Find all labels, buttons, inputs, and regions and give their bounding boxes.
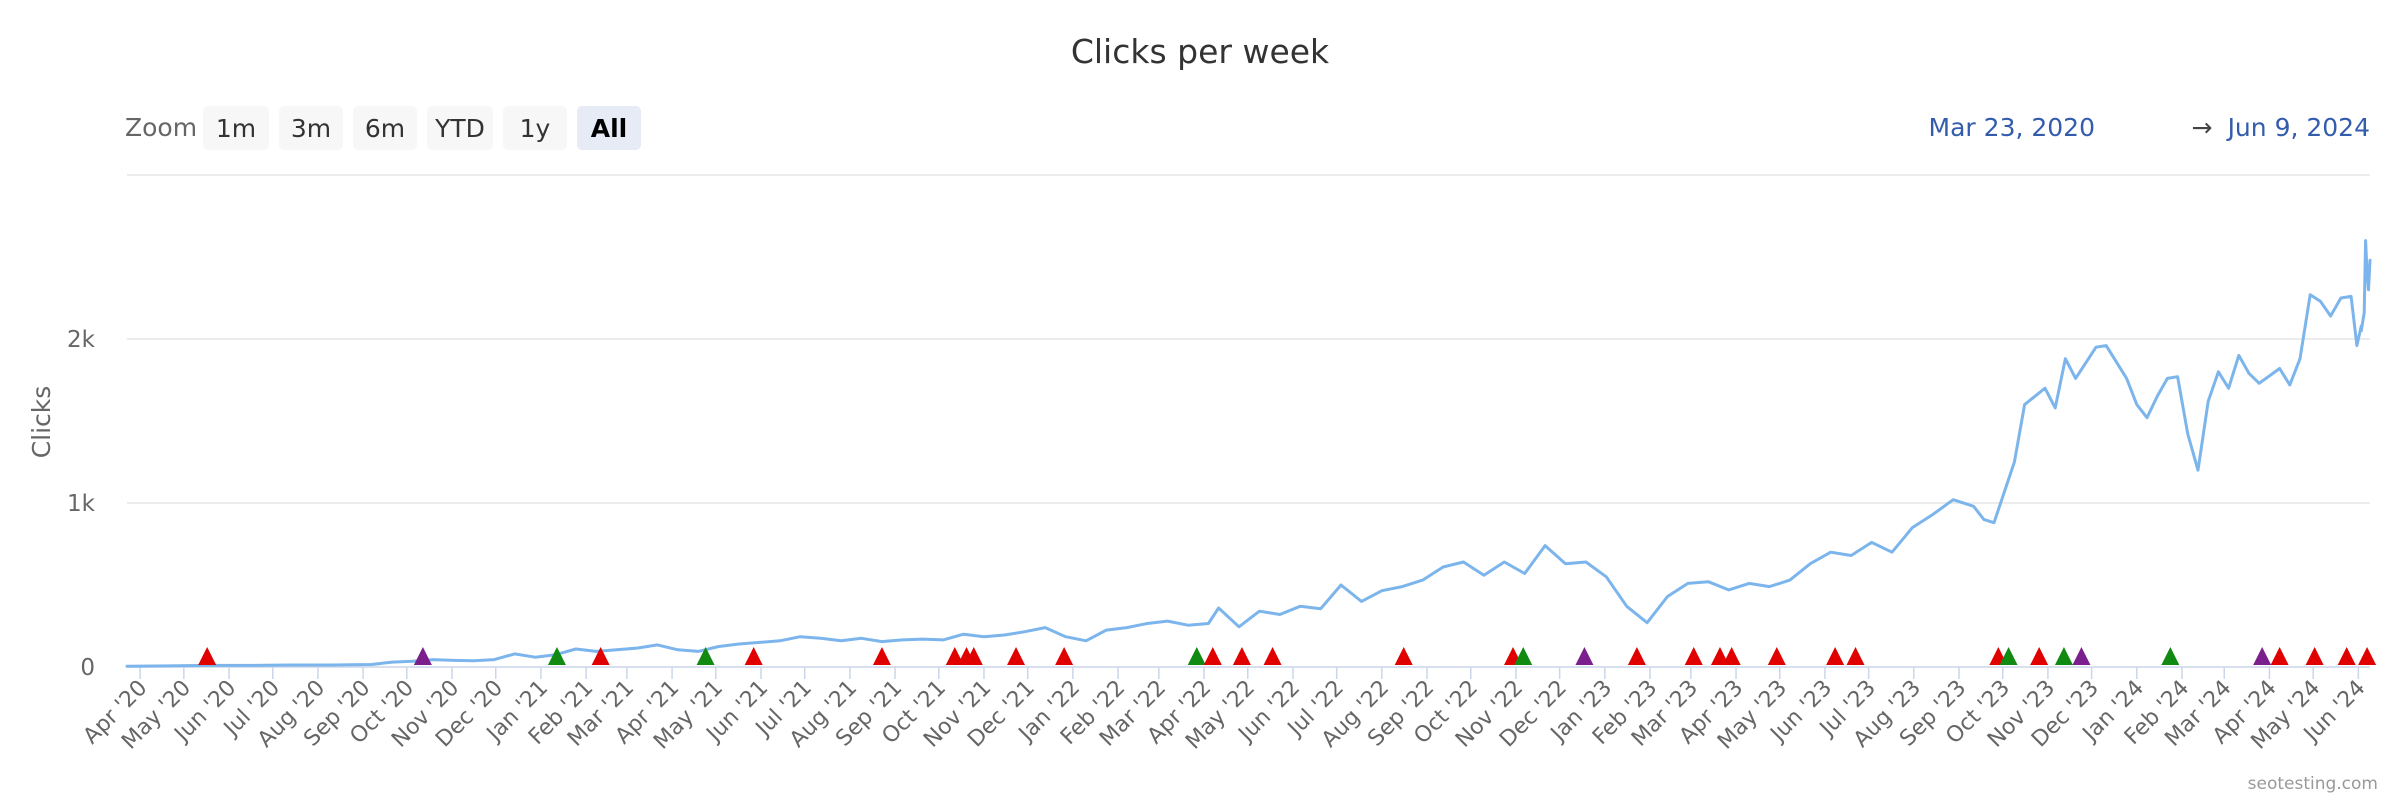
annotation-marker-triangle-icon[interactable] [1710,647,1729,665]
annotation-marker-triangle-icon[interactable] [1203,647,1222,665]
annotation-marker-triangle-icon[interactable] [744,647,763,665]
zoom-button-3m[interactable]: 3m [279,106,343,150]
annotation-marker-triangle-icon[interactable] [1722,647,1741,665]
annotation-marker-triangle-icon[interactable] [1826,647,1845,665]
annotation-marker-triangle-icon[interactable] [2358,647,2377,665]
annotation-marker-triangle-icon[interactable] [1232,647,1251,665]
zoom-button-bg[interactable] [427,106,493,150]
annotation-marker-triangle-icon[interactable] [1187,647,1206,665]
zoom-button-label: 1y [520,114,551,143]
range-from[interactable]: Mar 23, 2020 [1929,113,2095,142]
date-range: Mar 23, 2020 → Jun 9, 2024 [1929,113,2370,142]
zoom-button-all[interactable]: All [577,106,641,150]
chart-title: Clicks per week [1071,32,1330,71]
annotation-marker-triangle-icon[interactable] [2253,647,2272,665]
credit-link[interactable]: seotesting.com [2248,774,2378,794]
y-axis-label: Clicks [27,386,56,459]
zoom-buttons: 1m 3m 6m YTD 1y All [203,106,641,150]
annotation-marker-triangle-icon[interactable] [1846,647,1865,665]
annotation-marker-triangle-icon[interactable] [2337,647,2356,665]
zoom-button-6m[interactable]: 6m [353,106,417,150]
grid-lines [127,174,2370,504]
annotation-marker-triangle-icon[interactable] [547,647,566,665]
annotation-marker-triangle-icon[interactable] [1007,647,1026,665]
y-tick-label: 0 [80,655,95,681]
annotation-marker-triangle-icon[interactable] [2270,647,2289,665]
zoom-button-1y[interactable]: 1y [503,106,567,150]
zoom-button-bg[interactable] [577,106,641,150]
range-to[interactable]: Jun 9, 2024 [2226,113,2370,142]
annotation-marker-triangle-icon[interactable] [2054,647,2073,665]
zoom-button-label: All [591,114,628,143]
annotation-marker-triangle-icon[interactable] [413,647,432,665]
annotation-marker-triangle-icon[interactable] [964,647,983,665]
y-axis-ticks: 0 1k 2k [67,327,96,681]
annotation-marker-triangle-icon[interactable] [696,647,715,665]
zoom-button-bg[interactable] [353,106,417,150]
annotation-marker-triangle-icon[interactable] [591,647,610,665]
annotation-marker-triangle-icon[interactable] [2305,647,2324,665]
annotation-marker-triangle-icon[interactable] [945,647,964,665]
series-layer [125,239,2372,668]
zoom-button-ytd[interactable]: YTD [427,106,493,150]
range-arrow-icon: → [2192,113,2213,142]
annotation-marker-triangle-icon[interactable] [1514,647,1533,665]
zoom-button-label: YTD [434,114,485,143]
annotation-marker-triangle-icon[interactable] [1627,647,1646,665]
annotation-marker-triangle-icon[interactable] [1263,647,1282,665]
annotation-markers [198,647,2377,665]
annotation-marker-triangle-icon[interactable] [2072,647,2091,665]
zoom-button-bg[interactable] [279,106,343,150]
zoom-button-bg[interactable] [503,106,567,150]
zoom-button-1m[interactable]: 1m [203,106,269,150]
annotation-marker-triangle-icon[interactable] [2161,647,2180,665]
zoom-button-label: 6m [365,114,405,143]
y-tick-label: 2k [67,327,96,353]
annotation-marker-triangle-icon[interactable] [872,647,891,665]
annotation-marker-triangle-icon[interactable] [1999,647,2018,665]
annotation-marker-triangle-icon[interactable] [198,647,217,665]
zoom-controls: Zoom 1m 3m 6m YTD 1y All [125,106,641,150]
zoom-button-label: 1m [216,114,256,143]
zoom-label: Zoom [125,113,197,142]
annotation-marker-triangle-icon[interactable] [1394,647,1413,665]
zoom-button-label: 3m [291,114,331,143]
zoom-button-bg[interactable] [203,106,269,150]
annotation-marker-triangle-icon[interactable] [1767,647,1786,665]
annotation-marker-triangle-icon[interactable] [1684,647,1703,665]
annotation-marker-triangle-icon[interactable] [2030,647,2049,665]
annotation-marker-triangle-icon[interactable] [1575,647,1594,665]
y-tick-label: 1k [67,491,96,517]
annotation-marker-triangle-icon[interactable] [1055,647,1074,665]
clicks-series-line[interactable] [125,239,2372,668]
